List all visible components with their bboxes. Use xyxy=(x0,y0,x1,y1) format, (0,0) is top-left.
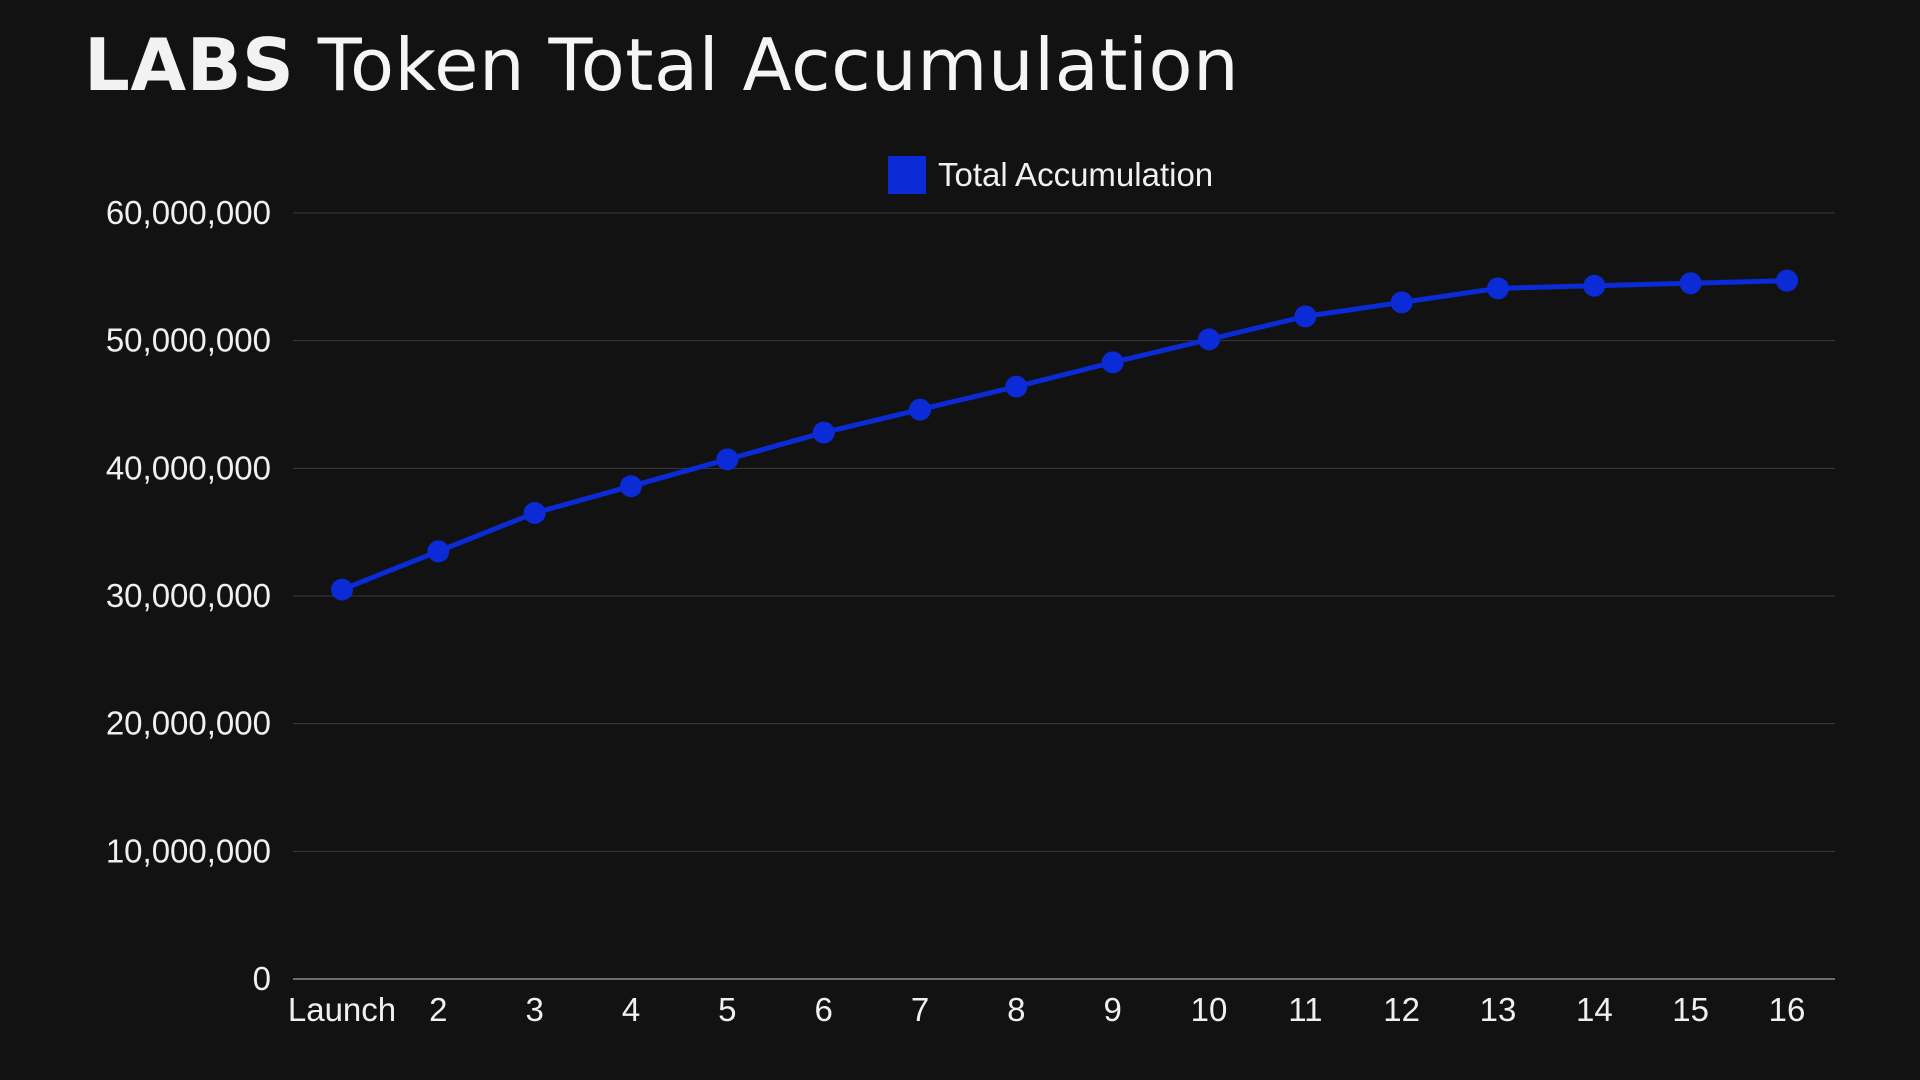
x-tick-label: 3 xyxy=(525,991,543,1028)
data-point xyxy=(427,540,450,563)
y-tick-label: 40,000,000 xyxy=(106,449,271,486)
data-point xyxy=(1679,272,1702,295)
y-tick-label: 50,000,000 xyxy=(106,322,271,359)
series-line xyxy=(341,278,1788,592)
x-tick-label: 6 xyxy=(814,991,832,1028)
x-tick-label: 7 xyxy=(911,991,929,1028)
legend-swatch-total-accumulation xyxy=(888,156,926,194)
data-point xyxy=(620,475,642,498)
data-point xyxy=(1198,328,1220,351)
legend-label-total-accumulation: Total Accumulation xyxy=(938,156,1214,193)
data-point xyxy=(331,578,353,601)
chart-title-brand: LABS xyxy=(84,23,295,107)
y-tick-label: 0 xyxy=(253,960,271,997)
data-point xyxy=(1294,305,1317,328)
grid-lines xyxy=(293,212,1835,980)
data-point xyxy=(1583,274,1606,297)
x-tick-label: 16 xyxy=(1769,991,1806,1028)
y-tick-label: 10,000,000 xyxy=(106,832,271,869)
x-tick-label: 14 xyxy=(1576,991,1613,1028)
x-tick-label: 4 xyxy=(622,991,640,1028)
data-point xyxy=(1005,375,1028,398)
x-tick-label: 9 xyxy=(1103,991,1121,1028)
x-tick-label: 8 xyxy=(1007,991,1025,1028)
x-axis-ticks: Launch 2 3 4 5 6 7 8 9 10 11 12 13 14 15 16 xyxy=(288,991,1805,1028)
series-total-accumulation xyxy=(331,269,1798,601)
x-tick-label: Launch xyxy=(288,991,396,1028)
data-point xyxy=(1776,269,1798,292)
x-tick-label: 11 xyxy=(1288,991,1322,1028)
x-tick-label: 13 xyxy=(1480,991,1517,1028)
y-tick-label: 20,000,000 xyxy=(106,705,271,742)
y-tick-label: 60,000,000 xyxy=(106,194,271,231)
data-point xyxy=(716,448,739,471)
chart-title-rest: Token Total Accumulation xyxy=(317,23,1240,107)
data-point xyxy=(1487,277,1509,300)
chart-title: LABS Token Total Accumulation xyxy=(84,22,1239,108)
x-tick-label: 12 xyxy=(1383,991,1420,1028)
data-point xyxy=(1390,291,1413,314)
x-tick-label: 10 xyxy=(1191,991,1228,1028)
y-tick-label: 30,000,000 xyxy=(106,577,271,614)
x-tick-label: 5 xyxy=(718,991,736,1028)
x-tick-label: 2 xyxy=(429,991,447,1028)
chart-legend: Total Accumulation xyxy=(888,156,1213,194)
data-point xyxy=(909,398,931,421)
data-point xyxy=(523,502,546,525)
data-point xyxy=(812,421,835,444)
x-tick-label: 15 xyxy=(1672,991,1709,1028)
data-point xyxy=(1101,351,1124,374)
y-axis-ticks: 0 10,000,000 20,000,000 30,000,000 40,000,00… xyxy=(106,194,271,997)
